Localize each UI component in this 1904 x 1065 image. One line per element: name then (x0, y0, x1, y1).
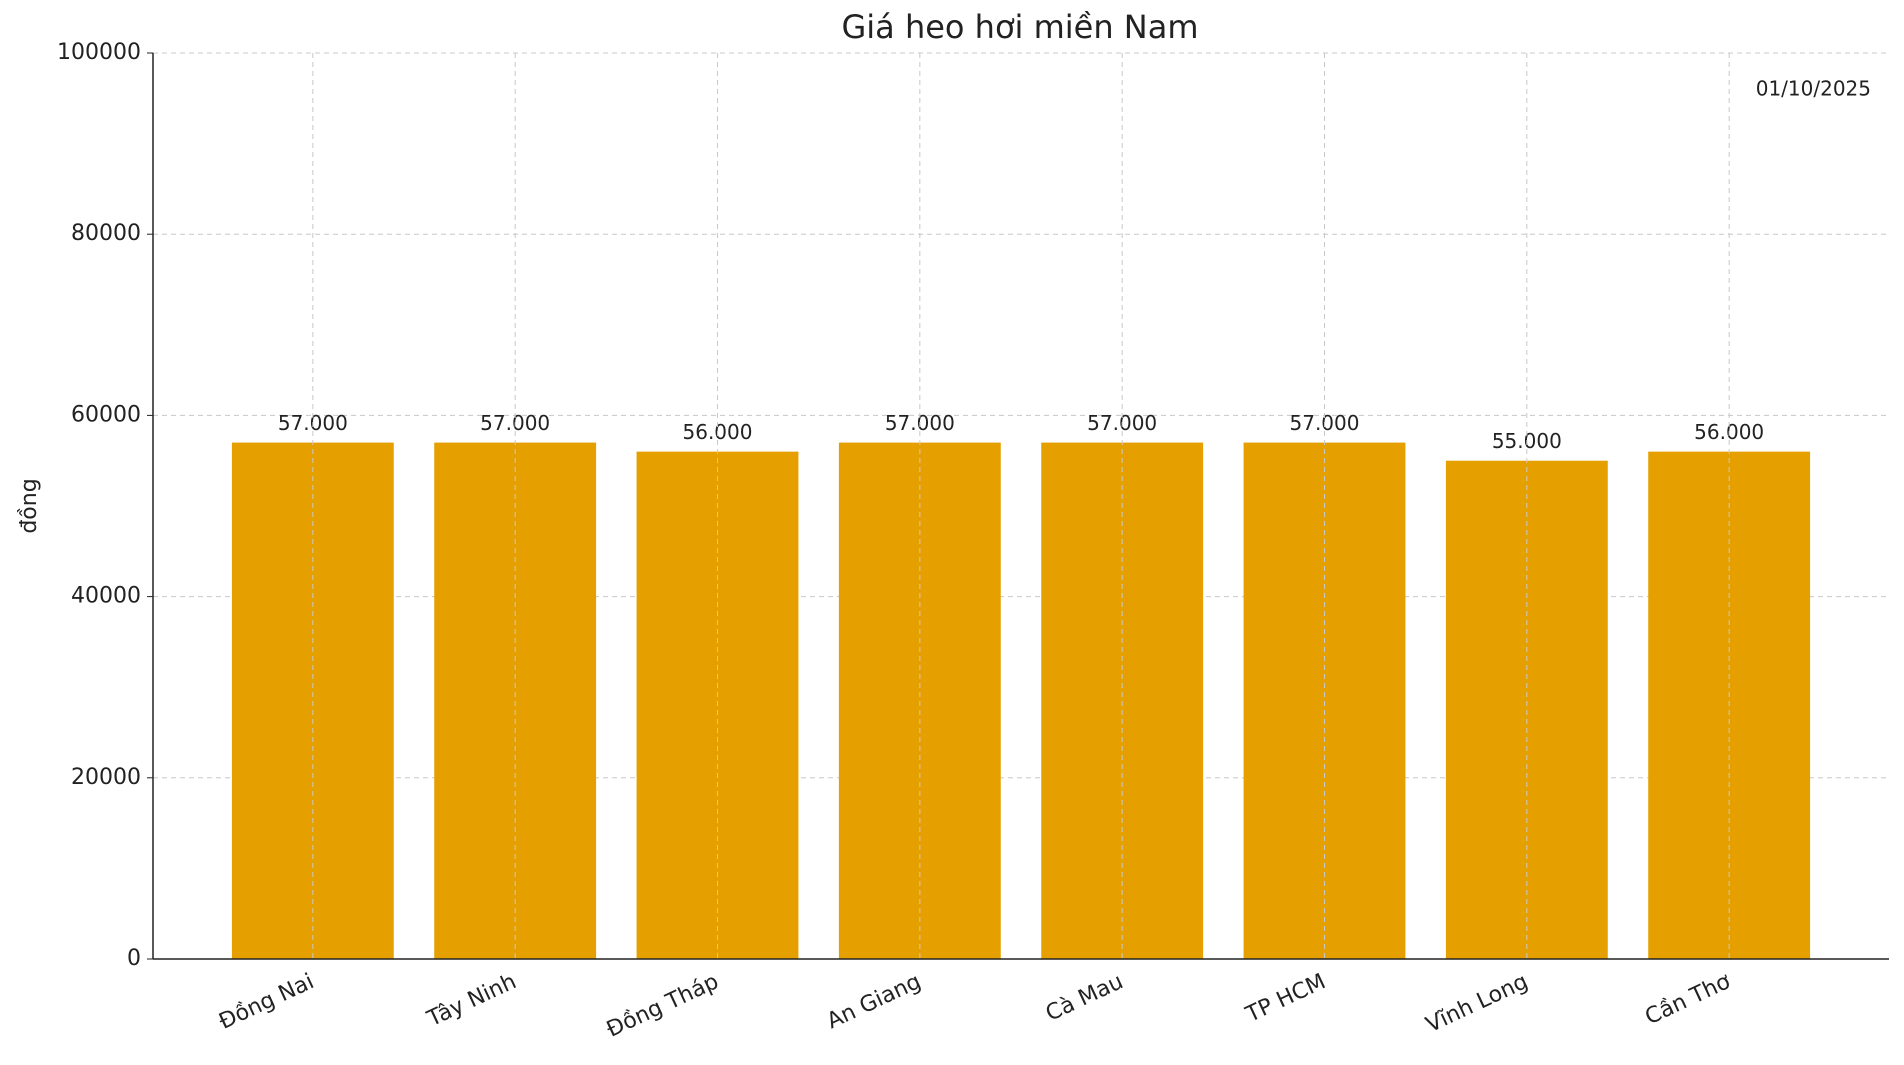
y-tick-label: 0 (127, 946, 141, 971)
x-tick-label: An Giang (823, 969, 925, 1034)
x-tick-label: Cà Mau (1042, 969, 1127, 1026)
x-tick-label: Cần Thơ (1642, 969, 1735, 1030)
x-tick-label: Tây Ninh (423, 969, 520, 1032)
grid (153, 52, 1889, 960)
y-tick-label: 20000 (71, 765, 141, 790)
chart-title: Giá heo hơi miền Nam (841, 8, 1198, 46)
x-tick-label: Đồng Tháp (603, 969, 723, 1042)
y-tick-label: 40000 (71, 584, 141, 609)
y-tick-label: 80000 (71, 221, 141, 246)
x-tick-label: TP HCM (1241, 969, 1329, 1028)
y-tick-label: 60000 (71, 402, 141, 427)
x-tick-label: Đồng Nai (215, 969, 318, 1035)
annotation: 01/10/2025 (1756, 77, 1871, 101)
y-axis-label: đồng (17, 478, 42, 533)
x-tick-label: Vĩnh Long (1422, 969, 1532, 1038)
y-tick-label: 100000 (57, 40, 141, 65)
